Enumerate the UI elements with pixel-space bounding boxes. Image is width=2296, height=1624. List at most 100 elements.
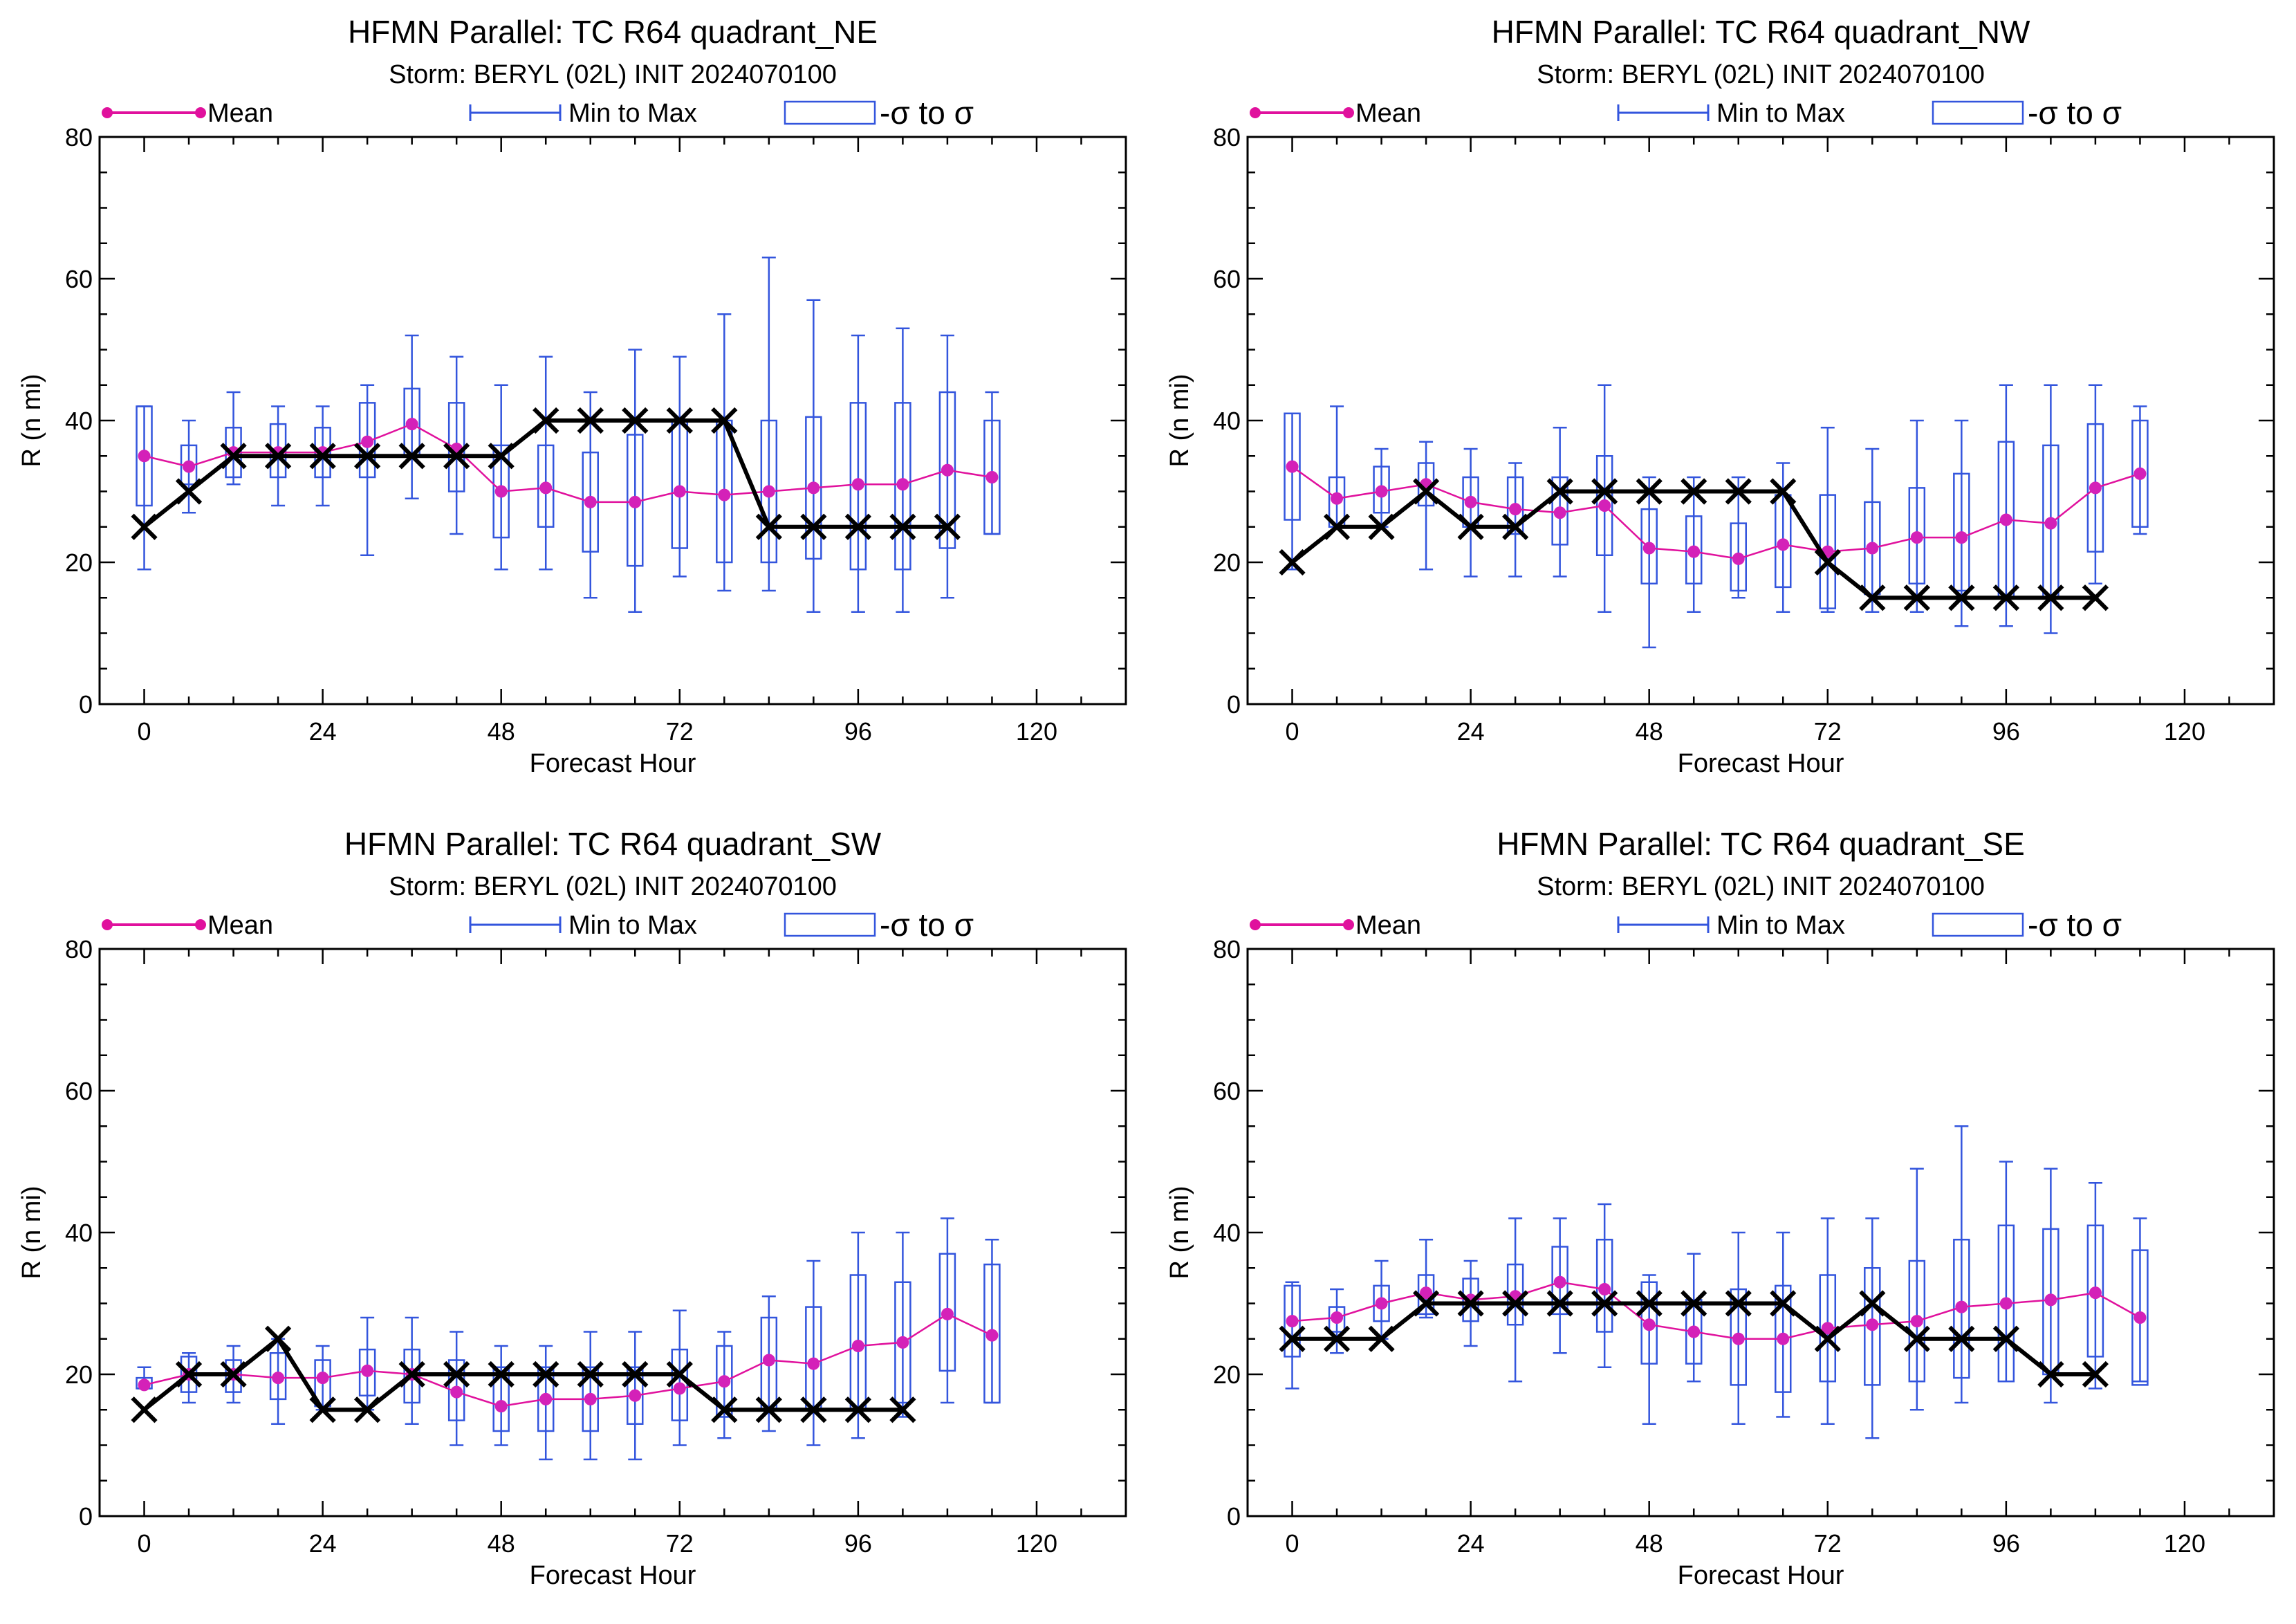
- track-x-marker: [666, 407, 693, 434]
- legend-mean-marker: [1343, 919, 1354, 930]
- x-marker-stroke: [1903, 584, 1930, 611]
- mean-point: [851, 478, 864, 491]
- sigma-box: [938, 391, 956, 549]
- track-x-marker: [1412, 478, 1440, 505]
- mean-point: [1331, 1311, 1344, 1324]
- x-marker-stroke: [1859, 1290, 1886, 1317]
- mean-point: [2133, 467, 2147, 480]
- sigma-box: [1908, 487, 1926, 584]
- track-x-marker: [131, 513, 158, 540]
- mean-point: [1910, 1315, 1923, 1328]
- chart-title: HFMN Parallel: TC R64 quadrant_NW: [1492, 14, 2030, 50]
- track-x-marker: [800, 1396, 827, 1423]
- legend-sigma-box: [1932, 912, 2024, 937]
- x-marker-stroke: [1992, 1325, 2019, 1352]
- mean-point: [718, 1375, 731, 1388]
- x-marker-stroke: [1725, 1290, 1752, 1317]
- legend-sigma-box: [1932, 100, 2024, 125]
- mean-line: [1291, 465, 2140, 560]
- x-tick-label: 24: [309, 1529, 337, 1558]
- track-x-marker: [711, 407, 738, 434]
- x-marker-stroke: [220, 443, 247, 470]
- track-x-marker: [1368, 1325, 1395, 1352]
- track-x-marker: [1948, 584, 1975, 611]
- mean-point: [1375, 485, 1388, 498]
- mean-point: [450, 1385, 463, 1399]
- track-x-marker: [1591, 478, 1618, 505]
- legend: Mean Min to Max -σ to σ: [1250, 95, 2122, 131]
- mean-point: [629, 1389, 642, 1402]
- track-x-marker: [1457, 513, 1484, 540]
- track-x-marker: [533, 407, 559, 434]
- track-x-marker: [1636, 1290, 1663, 1317]
- legend: Mean Min to Max -σ to σ: [1250, 907, 2122, 943]
- x-marker-stroke: [354, 1396, 381, 1423]
- y-tick-label: 80: [1213, 935, 1241, 963]
- x-marker-stroke: [800, 1396, 827, 1423]
- x-marker-stroke: [666, 407, 693, 434]
- track-x-marker: [844, 1396, 871, 1423]
- x-tick-label: 72: [1814, 1529, 1842, 1558]
- track-x-marker: [622, 407, 649, 434]
- x-marker-stroke: [1546, 1290, 1573, 1317]
- x-marker-stroke: [1457, 513, 1484, 540]
- x-tick-label: 48: [1636, 1529, 1663, 1558]
- mean-point: [405, 418, 418, 431]
- x-tick-label: 96: [1992, 717, 2020, 746]
- plot-frame: [98, 948, 1127, 1517]
- mean-point: [584, 1392, 597, 1405]
- x-tick-label: 120: [1016, 1529, 1057, 1558]
- x-marker-stroke: [844, 1396, 871, 1423]
- track-x-marker: [1591, 1290, 1618, 1317]
- legend-minmax-label: Min to Max: [1716, 911, 1845, 940]
- sigma-box: [2086, 423, 2104, 553]
- track-x-marker: [1992, 584, 2019, 611]
- mean-point: [1687, 545, 1701, 558]
- x-marker-stroke: [1591, 1290, 1618, 1317]
- track-x-marker: [1279, 1325, 1306, 1352]
- sigma-box: [1685, 1299, 1703, 1365]
- mean-point: [539, 1392, 553, 1405]
- track-x-marker: [309, 443, 336, 470]
- track-line: [142, 1336, 903, 1412]
- track-x-marker: [1814, 548, 1841, 576]
- x-marker-stroke: [354, 443, 381, 470]
- x-marker-stroke: [1636, 1290, 1663, 1317]
- x-tick-label: 96: [1992, 1529, 2020, 1558]
- track-x-marker: [1457, 1290, 1484, 1317]
- y-axis-label: R (n mi): [1165, 1185, 1194, 1279]
- x-marker-stroke: [1368, 513, 1395, 540]
- sigma-box: [358, 402, 376, 479]
- x-marker-stroke: [711, 1396, 738, 1423]
- y-tick-label: 60: [1213, 1077, 1241, 1105]
- track-x-marker: [1412, 1290, 1440, 1317]
- y-tick-label: 20: [65, 548, 93, 577]
- track-x-marker: [1859, 584, 1886, 611]
- mean-point: [138, 450, 151, 463]
- track-x-marker: [577, 1360, 604, 1388]
- x-marker-stroke: [175, 1360, 203, 1388]
- mean-point: [807, 481, 820, 495]
- mean-point: [673, 485, 686, 498]
- chart-panel: HFMN Parallel: TC R64 quadrant_SW Storm: …: [17, 826, 1127, 1590]
- sigma-box: [1640, 508, 1658, 584]
- mean-point: [1999, 1297, 2012, 1310]
- x-marker-stroke: [1681, 1290, 1707, 1317]
- legend-mean-marker: [1250, 919, 1261, 930]
- x-tick-label: 96: [844, 717, 872, 746]
- track-x-marker: [1502, 513, 1529, 540]
- chart-subtitle: Storm: BERYL (02L) INIT 2024070100: [1537, 60, 1985, 89]
- x-marker-stroke: [1903, 1325, 1930, 1352]
- sigma-box: [894, 402, 911, 571]
- x-marker-stroke: [844, 513, 871, 540]
- mean-point: [941, 463, 954, 477]
- x-marker-stroke: [309, 443, 336, 470]
- mean-point: [1955, 1300, 1968, 1313]
- x-tick-label: 120: [2164, 717, 2205, 746]
- mean-point: [851, 1340, 864, 1352]
- legend-sigma-box: [784, 912, 876, 937]
- x-marker-stroke: [398, 1360, 425, 1388]
- sigma-box: [1551, 1246, 1568, 1316]
- x-marker-stroke: [443, 1360, 470, 1388]
